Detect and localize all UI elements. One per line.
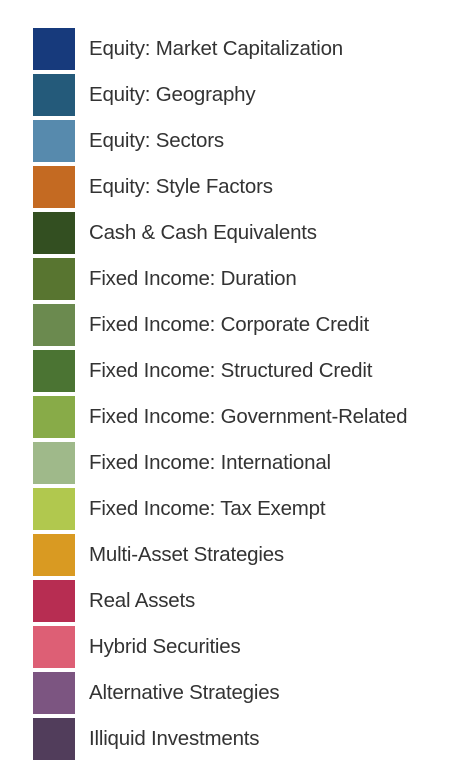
color-swatch	[33, 74, 75, 116]
legend-label: Equity: Sectors	[89, 129, 224, 152]
legend-item: Cash & Cash Equivalents	[33, 210, 458, 256]
legend-label: Equity: Style Factors	[89, 175, 273, 198]
color-swatch	[33, 534, 75, 576]
legend-label: Real Assets	[89, 589, 196, 612]
legend-label: Alternative Strategies	[89, 681, 280, 704]
legend-item: Equity: Sectors	[33, 118, 458, 164]
legend-label: Fixed Income: Duration	[89, 267, 297, 290]
color-swatch	[33, 28, 75, 70]
legend-item: Real Assets	[33, 578, 458, 624]
color-swatch	[33, 718, 75, 760]
legend-item: Fixed Income: Tax Exempt	[33, 486, 458, 532]
legend-item: Alternative Strategies	[33, 670, 458, 716]
legend-item: Hybrid Securities	[33, 624, 458, 670]
legend-item: Multi-Asset Strategies	[33, 532, 458, 578]
legend-label: Fixed Income: Corporate Credit	[89, 313, 369, 336]
legend-label: Illiquid Investments	[89, 727, 260, 750]
legend-item: Fixed Income: Corporate Credit	[33, 302, 458, 348]
legend-label: Fixed Income: Government-Related	[89, 405, 408, 428]
legend-label: Multi-Asset Strategies	[89, 543, 284, 566]
legend-item: Equity: Style Factors	[33, 164, 458, 210]
color-swatch	[33, 304, 75, 346]
legend-label: Fixed Income: Structured Credit	[89, 359, 373, 382]
color-swatch	[33, 212, 75, 254]
legend-item: Equity: Market Capitalization	[33, 26, 458, 72]
legend-label: Equity: Geography	[89, 83, 256, 106]
color-swatch	[33, 258, 75, 300]
legend-label: Equity: Market Capitalization	[89, 37, 343, 60]
legend-item: Fixed Income: Structured Credit	[33, 348, 458, 394]
legend-item: Fixed Income: International	[33, 440, 458, 486]
color-swatch	[33, 626, 75, 668]
legend-item: Equity: Geography	[33, 72, 458, 118]
legend-label: Hybrid Securities	[89, 635, 241, 658]
color-swatch	[33, 396, 75, 438]
color-swatch	[33, 580, 75, 622]
color-swatch	[33, 442, 75, 484]
legend-item: Illiquid Investments	[33, 716, 458, 762]
legend-item: Fixed Income: Duration	[33, 256, 458, 302]
legend-item: Fixed Income: Government-Related	[33, 394, 458, 440]
color-swatch	[33, 488, 75, 530]
legend-label: Fixed Income: Tax Exempt	[89, 497, 326, 520]
color-swatch	[33, 350, 75, 392]
color-swatch	[33, 672, 75, 714]
legend: Equity: Market Capitalization Equity: Ge…	[33, 26, 458, 762]
color-swatch	[33, 166, 75, 208]
legend-label: Cash & Cash Equivalents	[89, 221, 317, 244]
color-swatch	[33, 120, 75, 162]
legend-label: Fixed Income: International	[89, 451, 331, 474]
